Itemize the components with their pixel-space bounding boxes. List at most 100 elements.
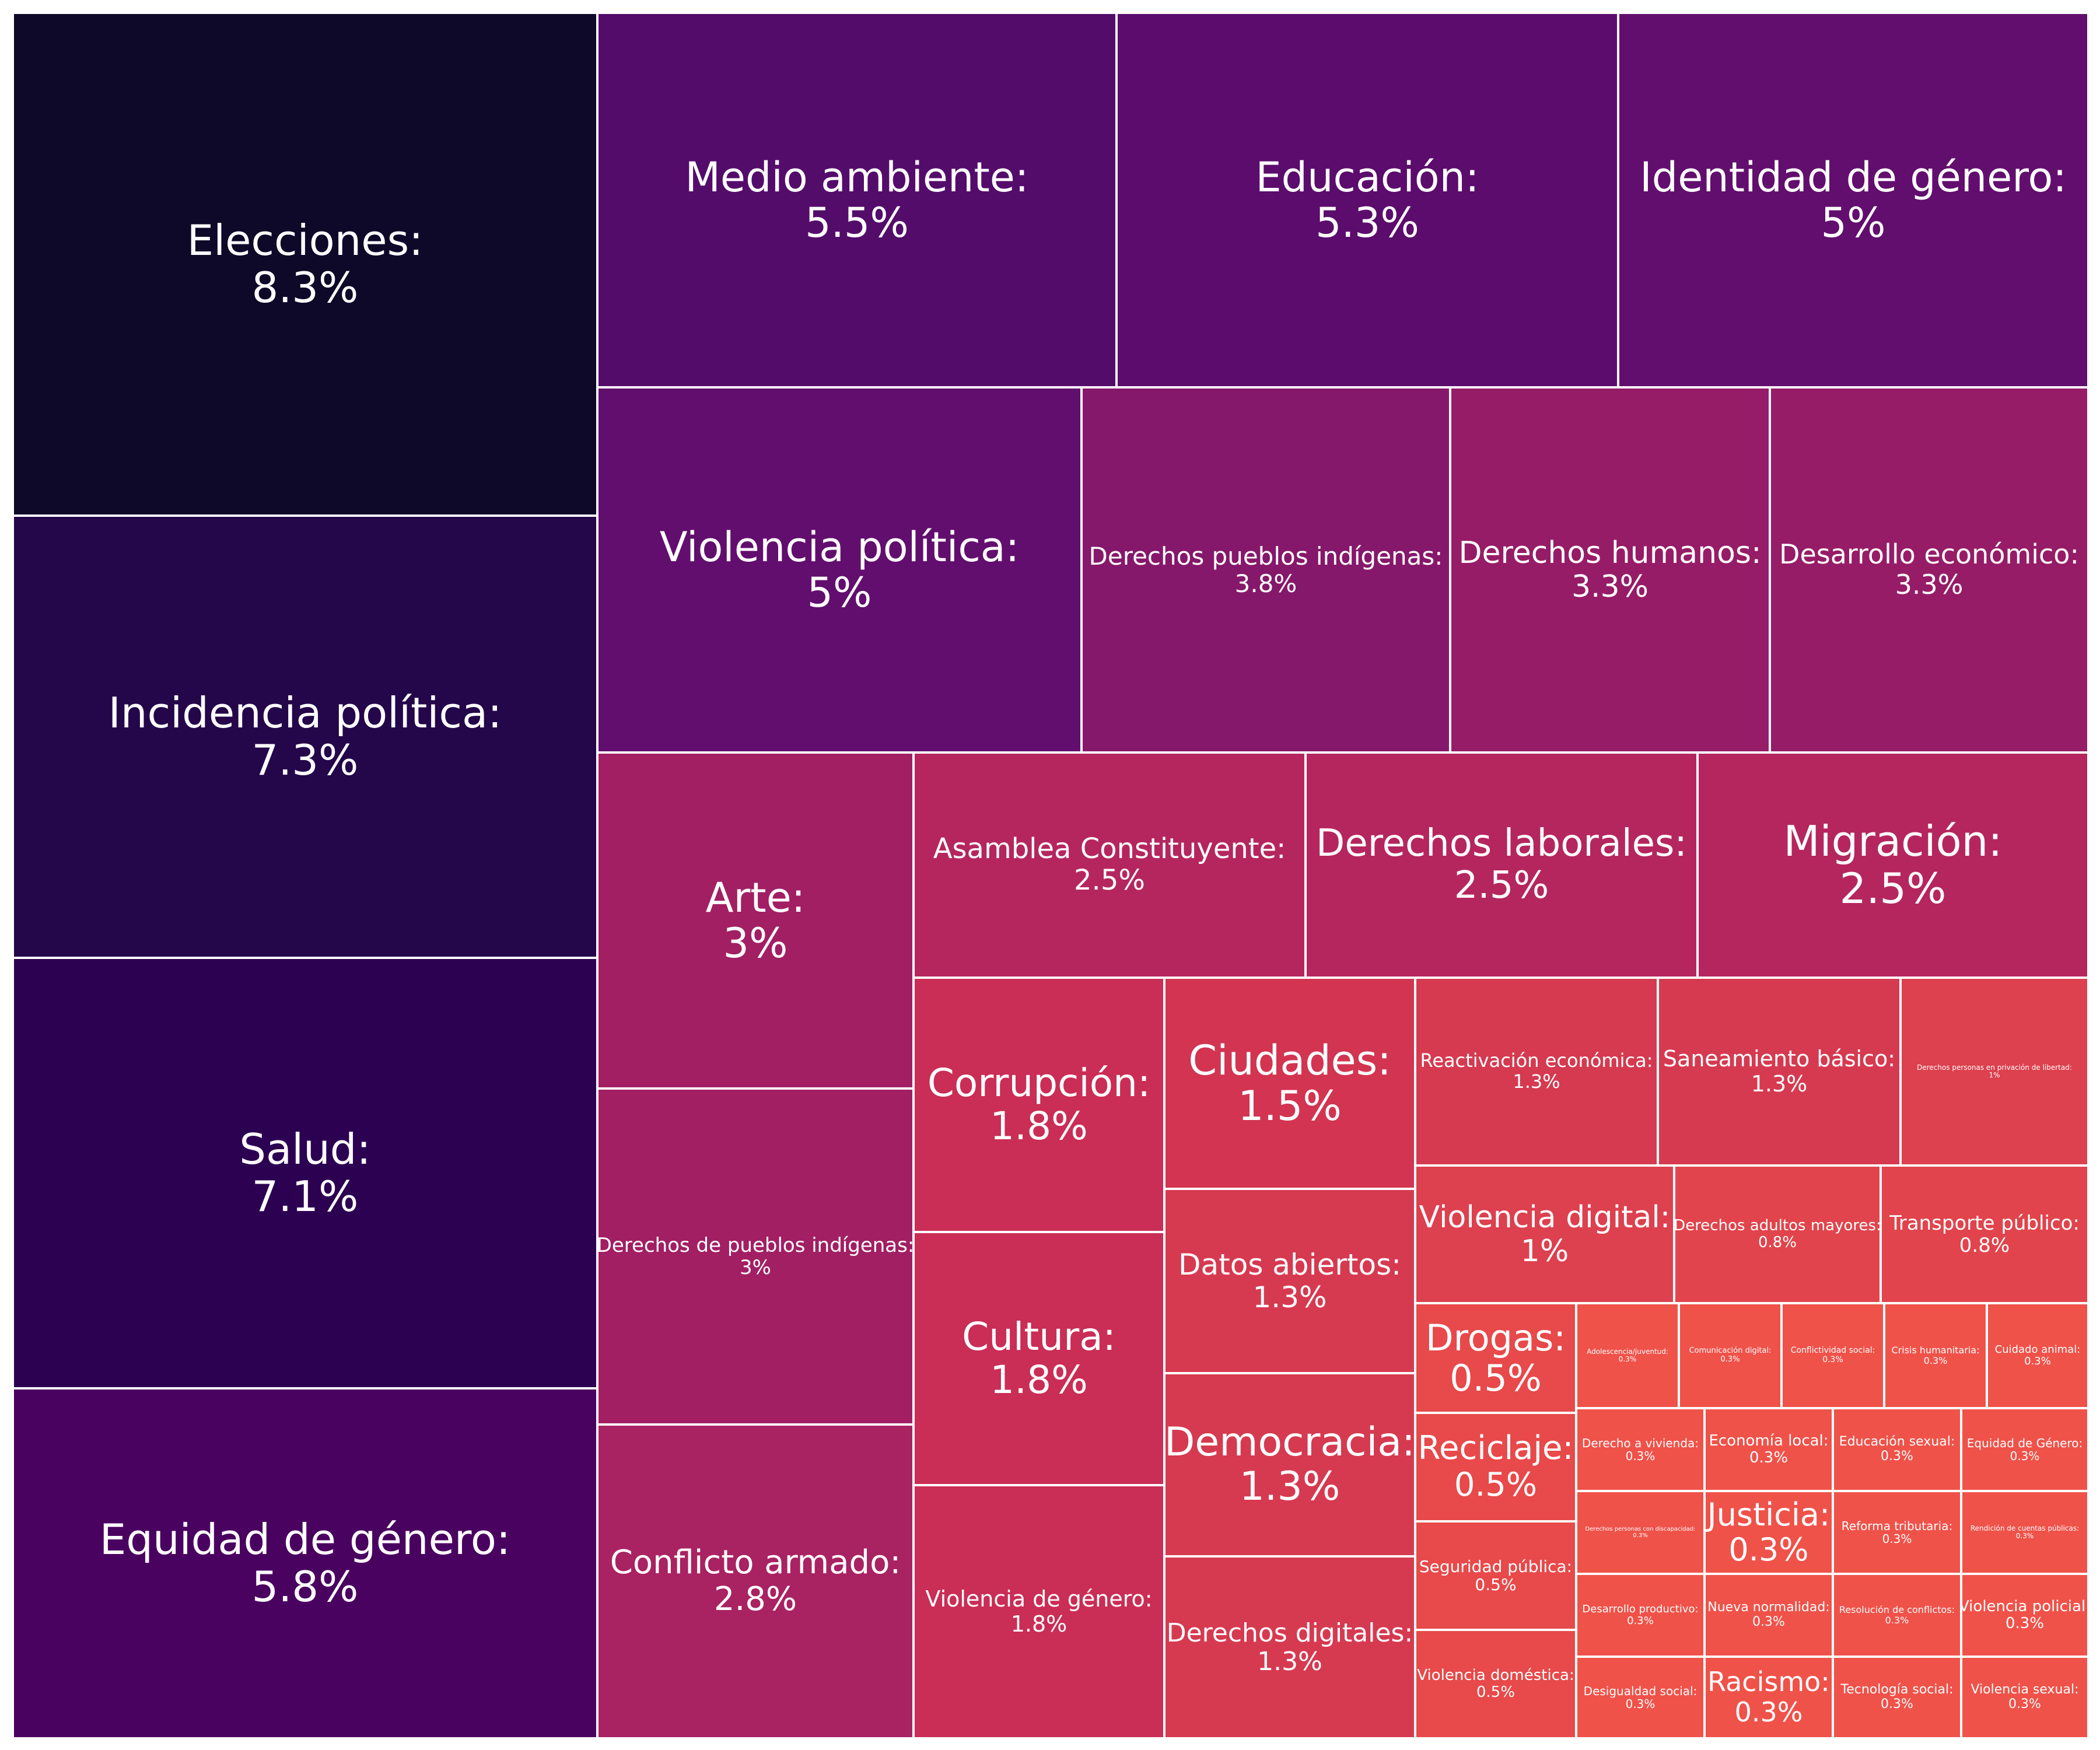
- treemap-tile-label: Drogas:: [1425, 1316, 1566, 1359]
- treemap-tile-value: 0.3%: [1885, 1615, 1909, 1626]
- treemap-tile-nueva-normalidad: Nueva normalidad: 0.3%: [1704, 1574, 1833, 1657]
- treemap-tile-saneamiento-basico: Saneamiento básico: 1.3%: [1658, 978, 1901, 1166]
- treemap-tile-value: 0.3%: [1627, 1615, 1654, 1627]
- treemap-tile-value: 1.8%: [1010, 1611, 1068, 1637]
- treemap-tile-label: Reciclaje:: [1418, 1429, 1574, 1468]
- treemap-tile-label: Corrupción:: [927, 1060, 1151, 1106]
- treemap-tile-value: 1.3%: [1239, 1464, 1340, 1510]
- treemap-tile-value: 1.5%: [1238, 1082, 1342, 1130]
- treemap-tile-violencia-domestica: Violencia doméstica: 0.5%: [1415, 1630, 1576, 1738]
- treemap-tile-label: Cuidado animal:: [1994, 1343, 2081, 1356]
- treemap-tile-transporte-publico: Transporte público: 0.8%: [1881, 1166, 2088, 1303]
- treemap-tile-resolucion-de-conflictos: Resolución de conflictos: 0.3%: [1833, 1574, 1961, 1657]
- treemap-tile-value: 5.5%: [805, 199, 909, 247]
- treemap-tile-violencia-sexual: Violencia sexual: 0.3%: [1961, 1657, 2088, 1738]
- treemap-tile-arte: Arte: 3%: [597, 752, 914, 1088]
- treemap-tile-label: Transporte público:: [1889, 1211, 2080, 1235]
- treemap-tile-conflicto-armado: Conflicto armado: 2.8%: [597, 1424, 914, 1738]
- treemap-tile-label: Racismo:: [1707, 1666, 1830, 1698]
- treemap-tile-label: Democracia:: [1164, 1419, 1415, 1465]
- treemap-tile-value: 2.8%: [713, 1580, 797, 1618]
- treemap-tile-identidad-de-genero: Identidad de género: 5%: [1618, 13, 2088, 387]
- treemap-tile-label: Comunicación digital:: [1689, 1346, 1772, 1356]
- treemap-tile-reforma-tributaria: Reforma tributaria: 0.3%: [1833, 1491, 1961, 1574]
- treemap-tile-educacion: Educación: 5.3%: [1116, 13, 1618, 387]
- treemap-tile-label: Arte:: [705, 873, 806, 922]
- treemap-tile-value: 5.8%: [251, 1562, 359, 1611]
- treemap-tile-adolescencia-juventud: Adolescencia/juventud: 0.3%: [1576, 1303, 1679, 1408]
- treemap-tile-value: 0.3%: [1633, 1532, 1648, 1539]
- treemap-tile-value: 5%: [807, 569, 872, 617]
- treemap-tile-label: Desarrollo económico:: [1779, 538, 2079, 570]
- treemap-tile-conflictividad-social: Conflictividad social: 0.3%: [1782, 1303, 1884, 1408]
- treemap-tile-value: 0.8%: [1959, 1234, 2010, 1257]
- treemap-tile-label: Incidencia política:: [108, 688, 502, 738]
- treemap-tile-label: Derechos laborales:: [1316, 822, 1687, 866]
- treemap-tile-value: 0.5%: [1454, 1466, 1538, 1504]
- treemap-tile-equidad-de-genero: Equidad de Género: 0.3%: [1961, 1408, 2088, 1491]
- treemap-tile-label: Violencia sexual:: [1971, 1682, 2079, 1698]
- treemap-tile-corrupcion: Corrupción: 1.8%: [914, 978, 1164, 1232]
- treemap-tile-value: 0.3%: [2010, 1449, 2040, 1463]
- treemap-tile-label: Ciudades:: [1188, 1036, 1391, 1084]
- treemap-tile-value: 0.3%: [2005, 1615, 2045, 1632]
- treemap-tile-label: Crisis humanitaria:: [1891, 1345, 1980, 1356]
- treemap-tile-label: Seguridad pública:: [1419, 1556, 1573, 1576]
- treemap-tile-label: Violencia doméstica:: [1417, 1666, 1574, 1684]
- treemap-tile-ciudades: Ciudades: 1.5%: [1164, 978, 1415, 1189]
- treemap-tile-label: Violencia de género:: [925, 1586, 1153, 1612]
- treemap-tile-value: 1%: [1989, 1071, 2000, 1079]
- treemap-tile-label: Adolescencia/juventud:: [1587, 1347, 1668, 1356]
- treemap-tile-value: 0.3%: [1752, 1615, 1785, 1629]
- treemap-tile-label: Reactivación económica:: [1420, 1049, 1653, 1072]
- treemap-tile-derechos-de-pueblos-indigenas: Derechos de pueblos indígenas: 3%: [597, 1088, 914, 1424]
- treemap-tile-label: Conflictividad social:: [1790, 1346, 1875, 1356]
- treemap-tile-derechos-pueblos-indigenas: Derechos pueblos indígenas: 3.8%: [1082, 387, 1450, 752]
- treemap-tile-value: 0.3%: [1881, 1449, 1913, 1464]
- treemap-tile-label: Migración:: [1783, 817, 2003, 866]
- treemap-tile-value: 0.3%: [2015, 1532, 2034, 1540]
- treemap-tile-violencia-de-genero: Violencia de género: 1.8%: [914, 1485, 1164, 1738]
- treemap-tile-elecciones: Elecciones: 8.3%: [13, 13, 597, 516]
- treemap-tile-desarrollo-economico: Desarrollo económico: 3.3%: [1770, 387, 2088, 752]
- treemap-tile-value: 1%: [1520, 1234, 1569, 1269]
- treemap-tile-educacion-sexual: Educación sexual: 0.3%: [1833, 1408, 1961, 1491]
- treemap-tile-value: 0.3%: [2024, 1355, 2051, 1367]
- treemap-tile-value: 0.8%: [1758, 1234, 1797, 1251]
- treemap-tile-value: 1.3%: [1751, 1071, 1808, 1097]
- treemap-tile-reciclaje: Reciclaje: 0.5%: [1415, 1413, 1576, 1521]
- treemap-tile-value: 1.8%: [990, 1357, 1088, 1402]
- treemap-tile-value: 8.3%: [251, 263, 359, 312]
- treemap-tile-label: Derechos adultos mayores:: [1674, 1216, 1881, 1234]
- treemap-tile-value: 7.1%: [251, 1172, 359, 1221]
- treemap-tile-value: 0.3%: [1734, 1696, 1803, 1728]
- treemap-tile-value: 3%: [723, 919, 788, 967]
- treemap-tile-label: Derechos personas en privación de libert…: [1917, 1063, 2072, 1072]
- treemap-tile-value: 0.3%: [1749, 1449, 1788, 1466]
- treemap-tile-value: 0.5%: [1450, 1357, 1542, 1399]
- treemap-tile-derechos-humanos: Derechos humanos: 3.3%: [1450, 387, 1770, 752]
- treemap-tile-value: 7.3%: [251, 736, 359, 785]
- treemap-tile-label: Resolución de conflictos:: [1839, 1604, 1955, 1616]
- treemap-tile-racismo: Racismo: 0.3%: [1704, 1657, 1833, 1738]
- treemap-tile-label: Economía local:: [1709, 1432, 1829, 1450]
- treemap-tile-value: 1.3%: [1513, 1070, 1560, 1093]
- treemap-tile-value: 5.3%: [1315, 199, 1419, 247]
- treemap-tile-derechos-personas-en-privacion-de-libertad: Derechos personas en privación de libert…: [1901, 978, 2088, 1166]
- treemap-tile-crisis-humanitaria: Crisis humanitaria: 0.3%: [1884, 1303, 1987, 1408]
- treemap-tile-label: Equidad de género:: [99, 1515, 511, 1564]
- treemap-tile-label: Asamblea Constituyente:: [933, 832, 1286, 866]
- treemap-tile-value: 3.3%: [1895, 569, 1964, 600]
- treemap-tile-value: 0.3%: [1618, 1355, 1637, 1363]
- treemap-tile-migracion: Migración: 2.5%: [1698, 752, 2088, 978]
- treemap-tile-label: Derechos digitales:: [1166, 1618, 1413, 1648]
- treemap-tile-derechos-personas-con-discapacidad: Derechos personas con discapacidad: 0.3%: [1576, 1491, 1704, 1574]
- treemap-tile-value: 3.8%: [1234, 569, 1297, 598]
- treemap-tile-tecnologia-social: Tecnología social: 0.3%: [1833, 1657, 1961, 1738]
- treemap-tile-drogas: Drogas: 0.5%: [1415, 1303, 1576, 1413]
- treemap-tile-desigualdad-social: Desigualdad social: 0.3%: [1576, 1657, 1704, 1738]
- treemap-tile-comunicacion-digital: Comunicación digital: 0.3%: [1679, 1303, 1782, 1408]
- treemap-tile-value: 2.5%: [1839, 864, 1947, 913]
- treemap-tile-label: Justicia:: [1707, 1496, 1831, 1533]
- treemap-tile-violencia-digital: Violencia digital: 1%: [1415, 1166, 1674, 1303]
